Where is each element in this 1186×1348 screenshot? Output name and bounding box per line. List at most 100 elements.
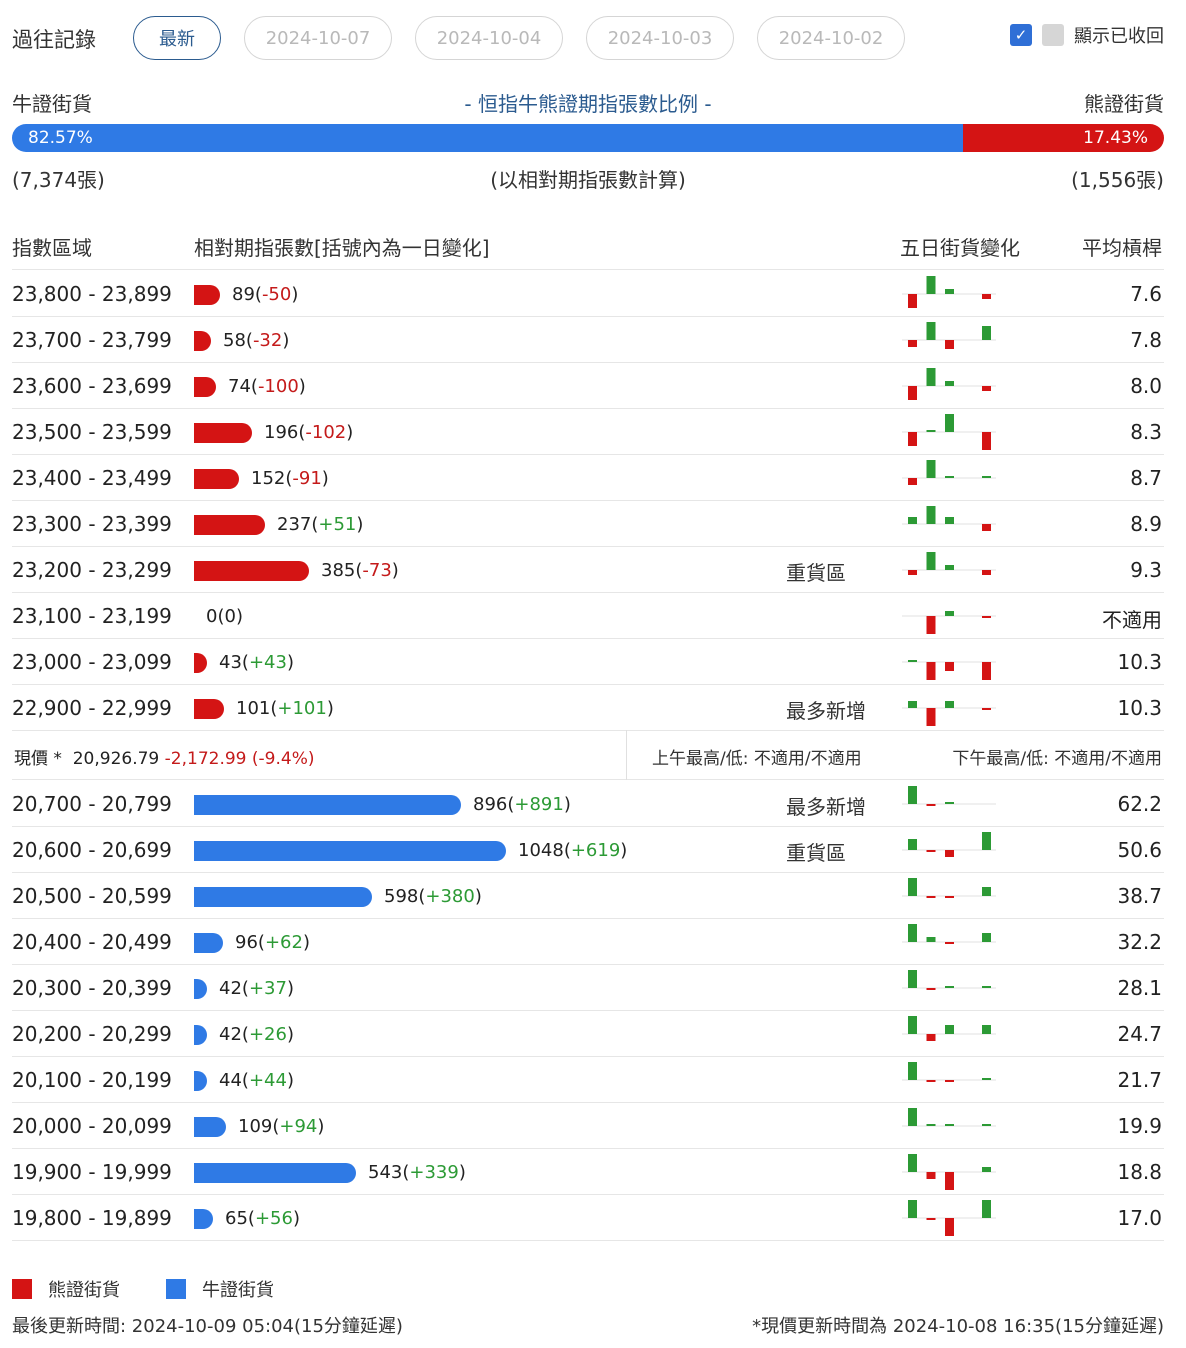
table-row: 23,200 - 23,299 385(-73) 重貨區 9.3 [12,547,1164,593]
contracts-bar [194,653,207,673]
zone-tag: 最多新增 [786,699,866,723]
zone-tag: 重貨區 [786,841,846,865]
contracts-bar [194,1163,356,1183]
index-range: 19,800 - 19,899 [12,1206,172,1230]
table-row: 20,400 - 20,499 96(+62) 32.2 [12,919,1164,965]
contracts-value: 44 [219,1070,242,1091]
contracts-value: 152 [251,468,286,489]
table-row: 22,900 - 22,999 101(+101) 最多新增 10.3 [12,685,1164,731]
sparkline-bar [945,802,954,804]
table-row: 20,700 - 20,799 896(+891) 最多新增 62.2 [12,781,1164,827]
unchecked-checkbox[interactable] [1042,24,1064,46]
price-updated: *現價更新時間為 2024-10-08 16:35(15分鐘延遲) [752,1316,1164,1337]
contracts-value: 58 [223,330,246,351]
five-day-sparkline [902,611,996,634]
ratio-bar: 82.57% 17.43% [12,124,1164,152]
index-range: 20,500 - 20,599 [12,884,172,908]
table-row: 20,000 - 20,099 109(+94) 19.9 [12,1103,1164,1149]
contracts-count: 58(-32) [223,330,290,351]
bear-legend-swatch [12,1279,32,1299]
contracts-count: 1048(+619) [518,840,628,861]
history-label: 過往記錄 [12,28,96,52]
average-leverage: 24.7 [1117,1022,1162,1046]
ratio-note: (以相對期指張數計算) [490,168,686,192]
bull-legend-label: 牛證街貨 [202,1280,274,1301]
average-leverage: 8.9 [1130,512,1162,536]
sparkline-bar [945,1172,954,1190]
index-range: 20,700 - 20,799 [12,792,172,816]
index-range: 22,900 - 22,999 [12,696,172,720]
sparkline-bar [926,276,936,294]
five-day-sparkline [902,1108,996,1127]
history-bar: 過往記錄 最新 2024-10-07 2024-10-04 2024-10-03… [12,16,1164,60]
contracts-value: 1048 [518,840,564,861]
date-button-latest[interactable]: 最新 [133,16,221,60]
contracts-bar [194,699,224,719]
daily-change: +44 [248,1070,287,1091]
sparkline-bar [908,839,917,850]
sparkline-bar [908,701,917,708]
sparkline-bar [926,988,936,990]
bull-legend-swatch [166,1279,186,1299]
sparkline-bar [926,430,936,432]
index-range: 23,000 - 23,099 [12,650,172,674]
contracts-value: 101 [236,698,271,719]
average-leverage: 8.0 [1130,374,1162,398]
daily-change: +101 [277,698,327,719]
index-range: 23,100 - 23,199 [12,604,172,628]
bull-count: (7,374張) [12,168,105,192]
contracts-bar [194,1209,213,1229]
table-row: 20,300 - 20,399 42(+37) 28.1 [12,965,1164,1011]
average-leverage: 7.6 [1130,282,1162,306]
average-leverage: 8.3 [1130,420,1162,444]
date-button-2024-10-07[interactable]: 2024-10-07 [244,16,392,60]
contracts-count: 598(+380) [384,886,482,907]
contracts-count: 101(+101) [236,698,334,719]
checked-checkbox-icon[interactable]: ✓ [1010,24,1032,46]
sparkline-bar [982,326,991,340]
sparkline-bar [908,970,917,988]
table-row: 23,800 - 23,899 89(-50) 7.6 [12,271,1164,317]
contracts-bar [194,1071,207,1091]
average-leverage: 不適用 [1102,608,1162,632]
date-button-2024-10-04[interactable]: 2024-10-04 [415,16,563,60]
price-value: 20,926.79 [72,749,160,769]
five-day-sparkline [902,786,996,806]
contracts-count: 89(-50) [232,284,299,305]
contracts-count: 543(+339) [368,1162,466,1183]
sparkline-bar [945,414,954,432]
price-change: -2,172.99 (-9.4%) [164,749,315,769]
sparkline-bar [982,933,991,942]
sparkline-bar [945,662,954,671]
date-button-2024-10-03[interactable]: 2024-10-03 [586,16,734,60]
sparkline-bar [926,460,936,478]
sparkline-bar [945,701,954,708]
show-recalled-label: 顯示已收回 [1074,26,1164,47]
date-button-2024-10-02[interactable]: 2024-10-02 [757,16,905,60]
pm-high-low: 下午最高/低: 不適用/不適用 [952,749,1162,769]
sparkline-bar [982,887,991,896]
daily-change: -73 [362,560,392,581]
table-header: 指數區域 相對期指張數[括號內為一日變化] 五日街貨變化 平均槓桿 [12,228,1164,270]
average-leverage: 19.9 [1117,1114,1162,1138]
sparkline-bar [908,294,917,308]
index-range: 20,300 - 20,399 [12,976,172,1000]
table-row: 23,300 - 23,399 237(+51) 8.9 [12,501,1164,547]
daily-change: +380 [425,886,475,907]
sparkline-bar [926,850,936,852]
sparkline-bar [982,386,991,391]
table-row: 20,500 - 20,599 598(+380) 38.7 [12,873,1164,919]
current-price: 現價 * 20,926.79 -2,172.99 (-9.4%) [14,744,315,769]
table-row: 20,200 - 20,299 42(+26) 24.7 [12,1011,1164,1057]
table-row: 20,600 - 20,699 1048(+619) 重貨區 50.6 [12,827,1164,873]
sparkline-bar [908,1062,917,1080]
table-row: 23,500 - 23,599 196(-102) 8.3 [12,409,1164,455]
sparkline-bar [926,552,936,570]
sparkline-bar [926,937,936,942]
daily-change: +619 [570,840,621,861]
contracts-bar [194,979,207,999]
sparkline-bar [945,1025,954,1034]
sparkline-bar [945,986,954,988]
contracts-bar [194,1117,226,1137]
average-leverage: 8.7 [1130,466,1162,490]
